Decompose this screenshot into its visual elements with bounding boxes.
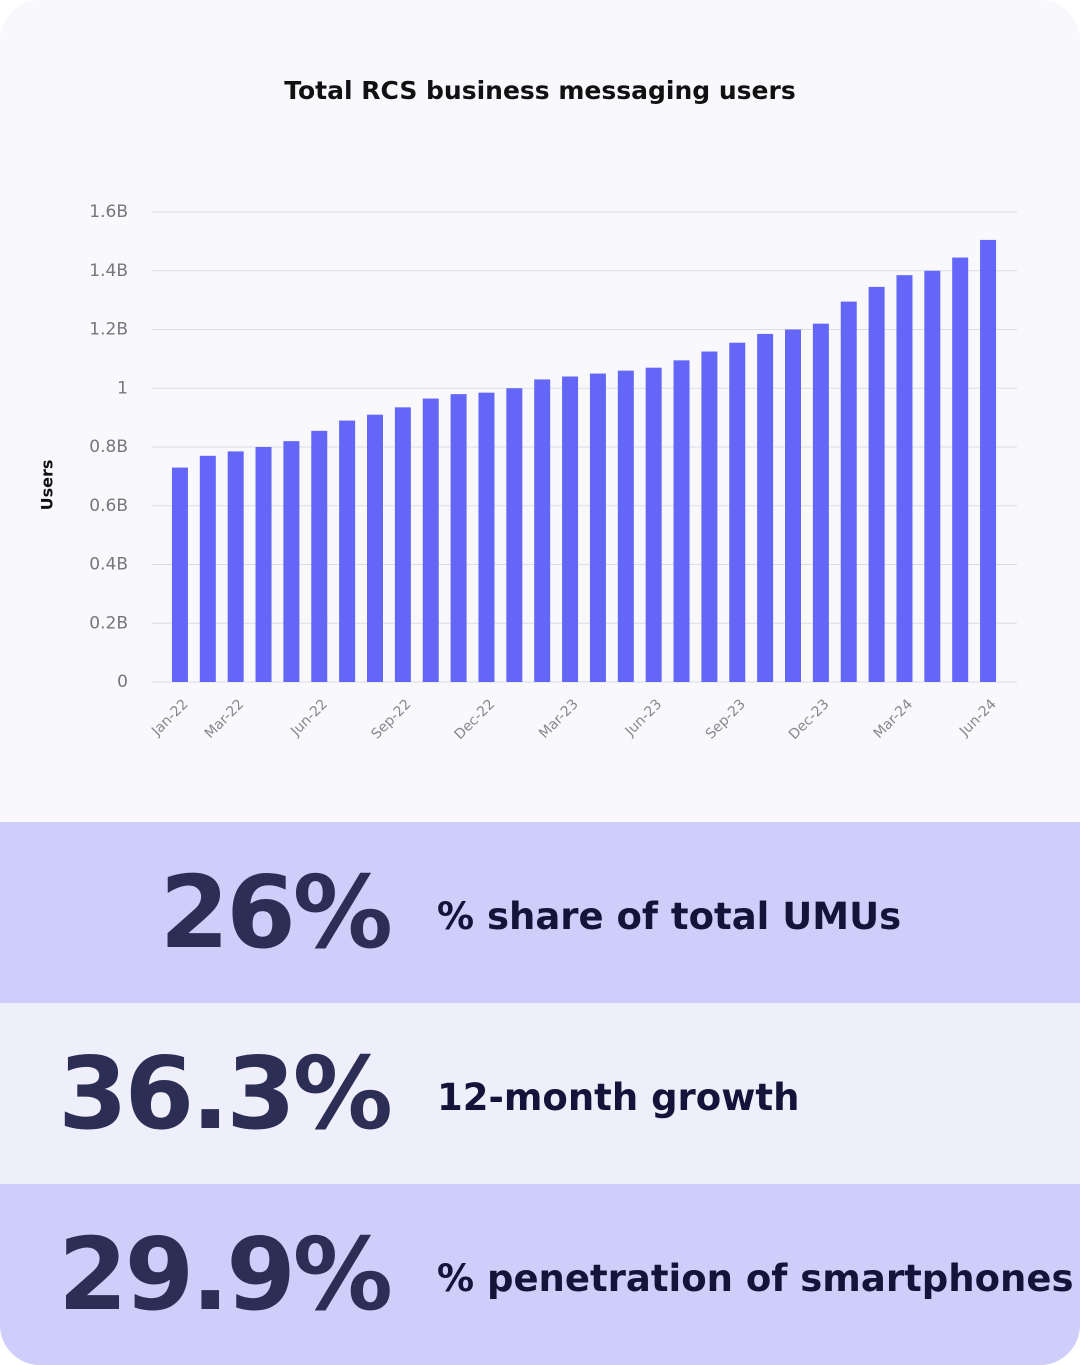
stat-row: 29.9% % penetration of smartphones: [0, 1184, 1080, 1365]
x-tick-label: Mar-22: [202, 696, 248, 742]
bar: [868, 286, 885, 682]
y-tick-label: 0.4B: [89, 555, 128, 575]
bar: [534, 379, 551, 682]
stat-row: 36.3% 12-month growth: [0, 1003, 1080, 1184]
y-tick-label: 0.6B: [89, 496, 128, 516]
bar: [339, 420, 356, 682]
bar: [757, 333, 774, 682]
stat-label: 12-month growth: [437, 1076, 800, 1119]
bar: [840, 301, 857, 682]
x-tick-label: Jan-22: [148, 696, 191, 739]
y-tick-label: 1.6B: [89, 202, 128, 222]
bar: [450, 394, 467, 682]
bar: [227, 451, 244, 682]
x-tick-label: Sep-22: [368, 696, 414, 742]
bar: [422, 398, 439, 682]
bar: [701, 351, 718, 682]
x-tick-label: Dec-23: [786, 696, 833, 743]
bar: [589, 373, 606, 682]
bar: [311, 430, 328, 682]
x-tick-label: Jun-24: [956, 696, 1000, 740]
y-tick-label: 0.8B: [89, 437, 128, 457]
bar: [283, 441, 300, 682]
chart: Total RCS business messaging users Users…: [38, 76, 1017, 743]
x-tick-label: Jun-22: [287, 696, 331, 740]
stat-label: % penetration of smartphones: [437, 1257, 1074, 1300]
bar: [785, 329, 801, 682]
chart-title: Total RCS business messaging users: [284, 76, 795, 105]
stat-value: 29.9%: [58, 1216, 393, 1333]
x-tick-label: Mar-23: [536, 696, 582, 742]
bar: [673, 360, 690, 682]
bar: [617, 370, 634, 682]
y-axis-label: Users: [38, 460, 57, 511]
bar: [952, 257, 969, 682]
x-tick-label: Dec-22: [451, 696, 498, 743]
y-tick-label: 0.2B: [89, 613, 128, 633]
bar: [562, 376, 579, 682]
y-tick-label: 0: [117, 672, 128, 692]
bar: [506, 388, 523, 682]
bar: [394, 407, 411, 682]
x-tick-label: Sep-23: [703, 696, 749, 742]
y-tick-label: 1.4B: [89, 261, 128, 281]
y-tick-label: 1: [117, 378, 128, 398]
stat-row: 26% % share of total UMUs: [0, 822, 1080, 1003]
bar: [896, 275, 913, 682]
bar: [924, 270, 941, 682]
stat-value: 26%: [159, 854, 393, 971]
stat-value: 36.3%: [58, 1035, 393, 1152]
bar: [729, 342, 746, 682]
bar: [980, 239, 997, 682]
bar: [478, 392, 495, 682]
x-tick-label: Mar-24: [871, 696, 917, 742]
x-tick-label: Jun-23: [622, 696, 666, 740]
bar: [645, 367, 662, 682]
stat-label: % share of total UMUs: [437, 895, 902, 938]
bar: [812, 323, 829, 682]
bar: [171, 467, 188, 682]
bar: [255, 447, 272, 682]
bar: [199, 455, 216, 682]
y-tick-label: 1.2B: [89, 320, 128, 340]
bar: [367, 414, 383, 682]
